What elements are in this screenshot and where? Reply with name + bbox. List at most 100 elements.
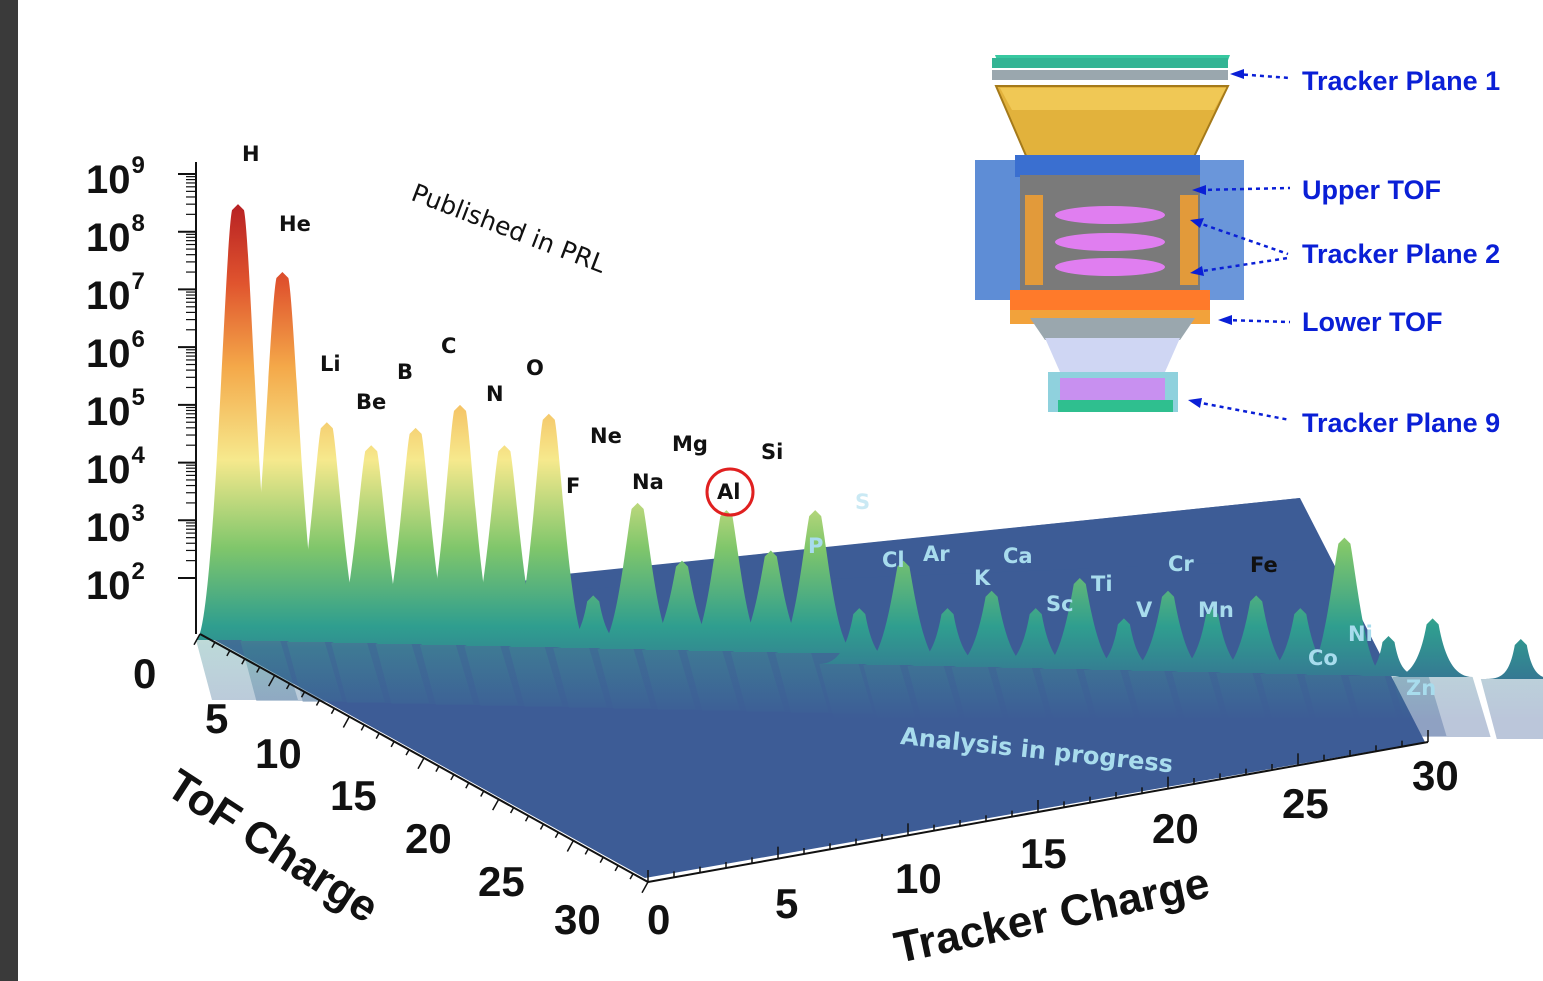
element-label: N [486, 382, 504, 406]
tracker-tick-label: 0 [647, 896, 671, 943]
element-label: Ni [1348, 622, 1373, 646]
tof-tick-mark [554, 832, 560, 839]
tracker-tick-label: 20 [1152, 805, 1199, 852]
tof-tick-mark [390, 741, 395, 748]
tracker-tick-label: 5 [775, 880, 799, 927]
tof-tick-mark [509, 807, 515, 814]
element-label: V [1136, 598, 1153, 622]
peak-mn [1260, 608, 1341, 674]
peak-skirt-ni [1392, 677, 1491, 737]
tof-tick-mark [629, 873, 634, 880]
tof-tick-mark [405, 749, 410, 756]
peak-ca [1039, 578, 1120, 669]
peak-si [775, 510, 856, 653]
element-label: Co [1308, 646, 1338, 670]
tof-tick-mark [226, 650, 231, 657]
peak-h [196, 204, 280, 641]
element-label: Na [632, 470, 664, 494]
peak-p [819, 608, 900, 664]
legend-tracker-plane-9: Tracker Plane 9 [1302, 408, 1501, 438]
element-label: Ne [590, 424, 622, 448]
element-label: Sc [1046, 592, 1074, 616]
element-label: Be [356, 390, 387, 414]
element-label: Mg [672, 432, 708, 456]
element-label: S [855, 490, 871, 514]
peak-co [1348, 636, 1429, 676]
tof-tick-mark [193, 633, 201, 646]
tof-tick-mark [450, 774, 455, 781]
legend-lower-tof: Lower TOF [1302, 307, 1443, 337]
z-tick-label: 102 [86, 558, 145, 608]
peak-k [995, 608, 1076, 668]
z-axis [178, 162, 197, 634]
tracker-tick-label: 25 [1282, 780, 1329, 827]
tracker-tick-label: 15 [1020, 830, 1067, 877]
peak-skirt-zn [1480, 679, 1543, 739]
element-label: Zn [1406, 676, 1437, 700]
element-label: He [279, 212, 311, 236]
z-tick-label: 105 [86, 384, 145, 434]
tof-tick-mark [539, 823, 545, 830]
tof-tick-mark [641, 881, 649, 894]
legend-tracker-plane-1: Tracker Plane 1 [1302, 66, 1501, 96]
element-label: Ar [923, 542, 950, 566]
peak-ni [1392, 618, 1473, 677]
tof-tick-mark [315, 699, 321, 706]
al-highlight-circle [705, 467, 755, 517]
tof-tick-mark [375, 732, 380, 739]
z-tick-label: 108 [86, 210, 145, 260]
tracker-tick-label: 10 [895, 855, 942, 902]
peak-fe [1304, 537, 1385, 675]
element-label: P [808, 534, 824, 558]
tof-tick-label: 30 [554, 896, 601, 943]
peak-c [420, 404, 500, 645]
peak-cl [907, 608, 988, 666]
peak-v [1172, 608, 1253, 672]
tof-tick-mark [330, 708, 336, 715]
z-tick-label: 106 [86, 326, 145, 376]
left-edge-bar [0, 0, 18, 981]
tof-tick-mark [300, 691, 306, 698]
tof-tick-mark [285, 683, 291, 690]
element-label: F [566, 474, 581, 498]
element-label: Ti [1091, 572, 1113, 596]
element-label: O [526, 356, 544, 380]
element-label: Li [320, 352, 341, 376]
element-label: Fe [1250, 553, 1278, 577]
peak-ne [597, 502, 678, 649]
tof-tick-label: 25 [478, 858, 525, 905]
element-label: Cr [1168, 552, 1194, 576]
element-label: B [397, 360, 414, 384]
tof-tick-label: 5 [205, 695, 229, 742]
tof-tick-mark [480, 790, 485, 797]
tof-tick-mark [435, 765, 440, 773]
element-label: Ca [1003, 544, 1033, 568]
legend-upper-tof: Upper TOF [1302, 175, 1442, 205]
peak-b [375, 427, 456, 644]
z-tick-label: 104 [86, 442, 145, 492]
element-label: Cl [882, 548, 905, 572]
tof-tick-mark [566, 840, 574, 852]
peak-ar [951, 590, 1032, 667]
element-label: C [441, 334, 457, 358]
element-label: K [974, 566, 991, 590]
peak-ti [1128, 590, 1208, 671]
z-tick-label: 103 [86, 500, 145, 550]
tof-tick-mark [465, 782, 470, 789]
peak-cr [1216, 595, 1297, 673]
peak-sc [1083, 618, 1164, 670]
peak-zn [1480, 639, 1543, 679]
z-tick-label: 107 [86, 268, 145, 318]
element-label: Si [761, 440, 784, 464]
tracker-charge-axis [647, 730, 1429, 883]
tof-tick-mark [524, 815, 530, 822]
tof-tick-label: 20 [405, 815, 452, 862]
legend-tracker-plane-2: Tracker Plane 2 [1302, 239, 1501, 269]
tof-tick-mark [584, 848, 589, 855]
tof-tick-label: 15 [330, 772, 377, 819]
tracker-tick-label: 30 [1412, 752, 1459, 799]
element-label: Mn [1198, 598, 1234, 622]
tof-tick-label: 10 [255, 730, 302, 777]
tof-charge-axis [193, 633, 649, 894]
